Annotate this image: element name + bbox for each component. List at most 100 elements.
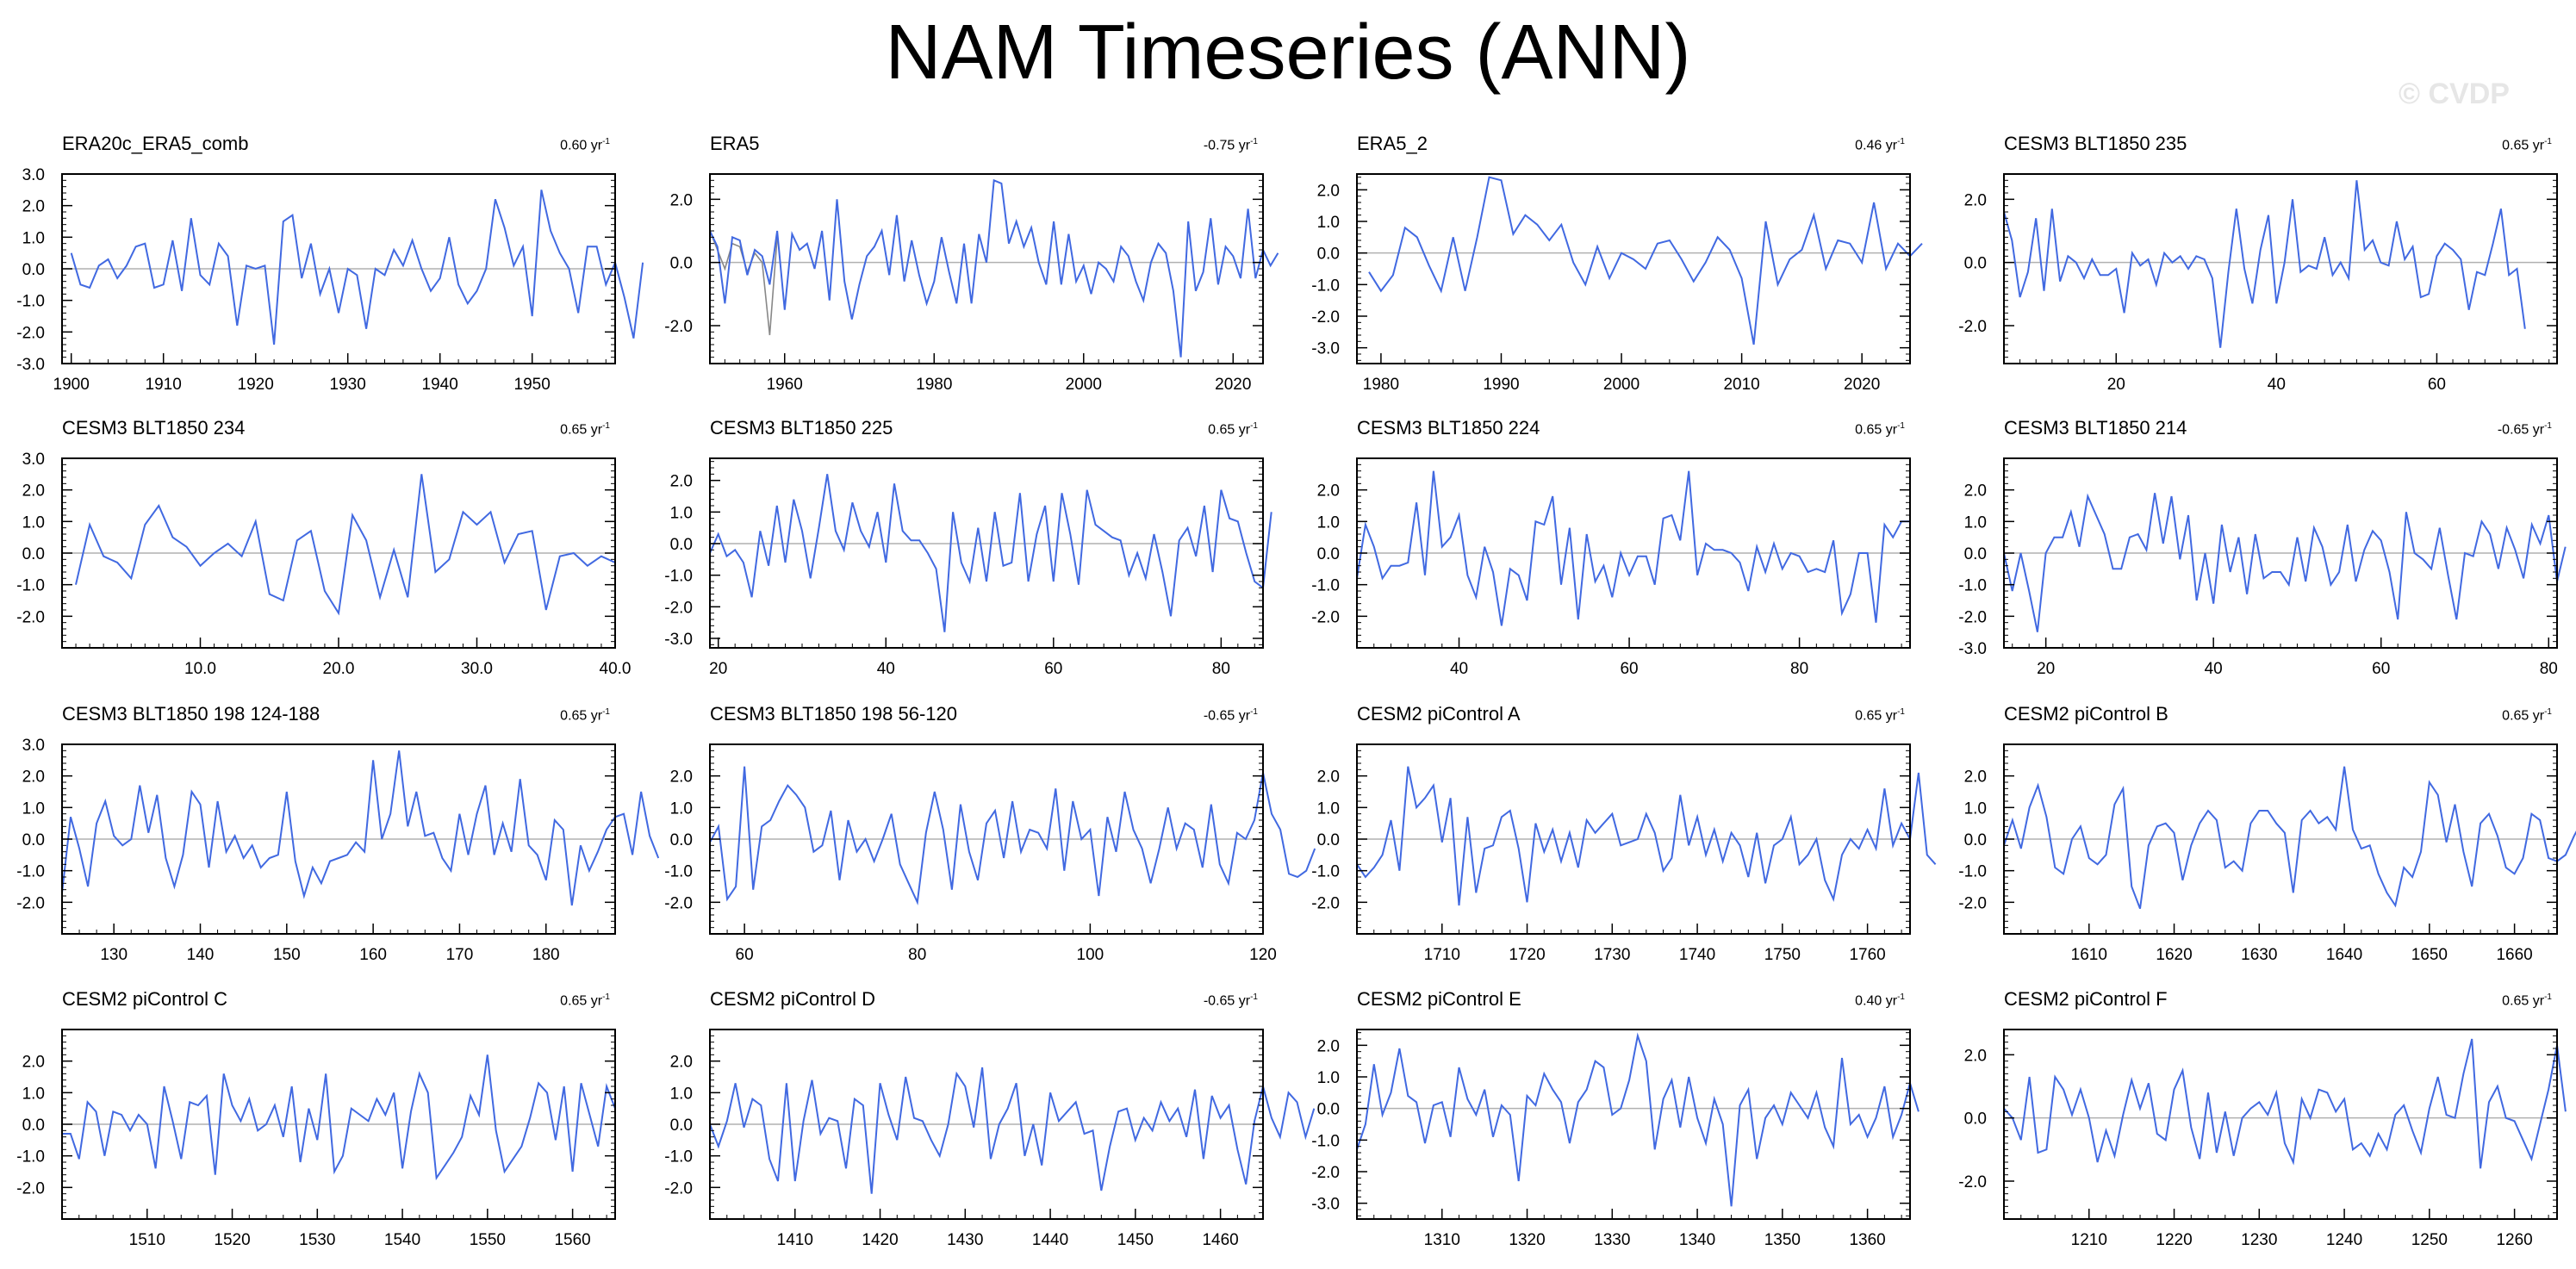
- y-tick-label: -2.0: [664, 894, 693, 912]
- y-tick-label: 1.0: [22, 513, 45, 532]
- x-tick-label: 1260: [2496, 1231, 2532, 1249]
- chart-svg: 1980 1990 2000 2010 2020 -3.0 -2.0 -1.0 0.0 1.0 2.…: [1311, 173, 1923, 394]
- x-tick-label: 80: [2540, 660, 2558, 678]
- chart-svg: 40 60 80 -2.0 -1.0 0.0 1.0 2.0: [1311, 457, 1911, 678]
- x-tick-label: 1250: [2411, 1231, 2448, 1249]
- series-line: [70, 190, 644, 345]
- y-tick-label: 0.0: [670, 831, 693, 849]
- trend-value: 0.46: [1855, 138, 1882, 153]
- y-tick-label: 0.0: [1317, 545, 1340, 563]
- series-line: [2003, 493, 2567, 632]
- x-tick-label: 1980: [916, 376, 952, 394]
- trend-value: 0.65: [1855, 422, 1882, 438]
- x-tick-label: 2020: [1215, 376, 1251, 394]
- series-line: [2003, 766, 2576, 910]
- trend-exponent: -1: [1250, 137, 1258, 146]
- x-tick-label: 1420: [862, 1231, 898, 1249]
- y-tick-label: 1.0: [1317, 214, 1340, 232]
- y-tick-label: -2.0: [16, 324, 45, 342]
- y-tick-label: -1.0: [16, 577, 45, 595]
- panel-title: CESM3 BLT1850 214: [2004, 417, 2187, 439]
- y-tick-label: 0.0: [22, 1117, 45, 1135]
- y-tick-label: 1.0: [22, 1085, 45, 1103]
- y-tick-label: -3.0: [1958, 640, 1987, 658]
- x-tick-label: 1530: [299, 1231, 335, 1249]
- y-tick-label: 2.0: [22, 198, 45, 216]
- trend-unit: yr: [1238, 422, 1251, 438]
- x-tick-label: 1910: [146, 376, 182, 394]
- trend-unit: yr: [1238, 138, 1251, 153]
- trend-label: -0.65 yr-1: [2442, 421, 2552, 438]
- y-tick-label: 1.0: [1317, 1069, 1340, 1087]
- panel-title: CESM3 BLT1850 225: [710, 417, 893, 439]
- trend-value: 0.65: [2502, 708, 2529, 724]
- trend-label: 0.65 yr-1: [500, 992, 610, 1009]
- x-tick-label: 1940: [422, 376, 458, 394]
- trend-label: 0.65 yr-1: [2442, 707, 2552, 724]
- y-tick-label: 2.0: [1964, 1047, 1987, 1065]
- watermark: © CVDP: [2399, 78, 2510, 110]
- y-tick-label: 1.0: [1317, 513, 1340, 532]
- y-tick-label: 2.0: [22, 768, 45, 787]
- chart-svg: 1410 1420 1430 1440 1450 1460 -2.0 -1.0 0.0 1.0 2.…: [664, 1029, 1316, 1249]
- trend-value: -0.65: [2497, 422, 2529, 438]
- chart-svg: 1610 1620 1630 1640 1650 1660 -2.0 -1.0 0.0 1.0 2.…: [1958, 743, 2576, 964]
- plot-frame: [2003, 1029, 2558, 1220]
- trend-unit: yr: [1885, 138, 1898, 153]
- chart-panel: ERA5_2 0.46 yr-1 1980 1990 2000 2010 2020 -3.0 -…: [1295, 129, 1943, 414]
- x-tick-label: 1730: [1594, 946, 1630, 964]
- y-tick-label: 2.0: [1317, 768, 1340, 787]
- x-tick-label: 40: [2268, 376, 2286, 394]
- x-tick-label: 20: [2037, 660, 2055, 678]
- chart-svg: 1710 1720 1730 1740 1750 1760 -2.0 -1.0 0.0 1.0 2.…: [1311, 743, 1937, 964]
- y-tick-label: -2.0: [1958, 318, 1987, 336]
- series-line: [75, 474, 616, 616]
- chart-svg: 10.0 20.0 30.0 40.0 -2.0 -1.0 0.0 1.0 2.0 3.0: [16, 451, 631, 678]
- panel-title: CESM3 BLT1850 198 56-120: [710, 703, 957, 725]
- y-tick-label: 2.0: [1317, 1037, 1340, 1055]
- x-tick-label: 120: [1249, 946, 1277, 964]
- x-tick-label: 60: [1620, 660, 1638, 678]
- trend-value: 0.65: [560, 422, 588, 438]
- panel-title: CESM2 piControl C: [62, 988, 227, 1010]
- y-tick-label: -1.0: [1958, 577, 1987, 595]
- trend-unit: yr: [590, 422, 603, 438]
- chart-svg: 60 80 100 120 -2.0 -1.0 0.0 1.0 2.0: [664, 743, 1316, 964]
- panel-title: CESM3 BLT1850 234: [62, 417, 246, 439]
- y-tick-label: 0.0: [1317, 831, 1340, 849]
- x-tick-label: 1710: [1424, 946, 1460, 964]
- trend-label: 0.65 yr-1: [1795, 707, 1905, 724]
- x-tick-label: 1220: [2156, 1231, 2192, 1249]
- panel-title: CESM2 piControl B: [2004, 703, 2168, 725]
- x-tick-label: 20: [709, 660, 727, 678]
- x-tick-label: 1950: [514, 376, 551, 394]
- y-tick-label: -1.0: [664, 568, 693, 586]
- x-tick-label: 10.0: [184, 660, 216, 678]
- trend-value: 0.65: [560, 993, 588, 1009]
- x-tick-label: 1350: [1764, 1231, 1801, 1249]
- y-tick-label: 1.0: [670, 799, 693, 818]
- trend-exponent: -1: [602, 707, 610, 717]
- trend-value: 0.65: [1855, 708, 1882, 724]
- plot-frame: [1356, 1029, 1911, 1220]
- x-tick-label: 1660: [2496, 946, 2532, 964]
- y-tick-label: -1.0: [1311, 863, 1340, 881]
- chart-panel: CESM3 BLT1850 234 0.65 yr-1 10.0 20.0 30.0 40…: [0, 414, 648, 698]
- x-tick-label: 1430: [947, 1231, 983, 1249]
- y-tick-label: 1.0: [22, 229, 45, 247]
- chart-panel: CESM3 BLT1850 225 0.65 yr-1 20 40 60 80 -3.0 -2…: [648, 414, 1296, 698]
- y-tick-label: 2.0: [22, 482, 45, 501]
- x-tick-label: 60: [2428, 376, 2446, 394]
- x-tick-label: 170: [446, 946, 474, 964]
- x-tick-label: 1560: [554, 1231, 590, 1249]
- y-tick-label: 0.0: [1964, 255, 1987, 273]
- trend-unit: yr: [1885, 708, 1898, 724]
- trend-label: 0.40 yr-1: [1795, 992, 1905, 1009]
- x-tick-label: 180: [532, 946, 560, 964]
- chart-panel: CESM3 BLT1850 224 0.65 yr-1 40 60 80 -2.0 -1.0…: [1295, 414, 1943, 698]
- y-tick-label: -1.0: [16, 293, 45, 311]
- trend-unit: yr: [590, 138, 603, 153]
- y-tick-label: 2.0: [1964, 191, 1987, 209]
- x-tick-label: 2000: [1603, 376, 1640, 394]
